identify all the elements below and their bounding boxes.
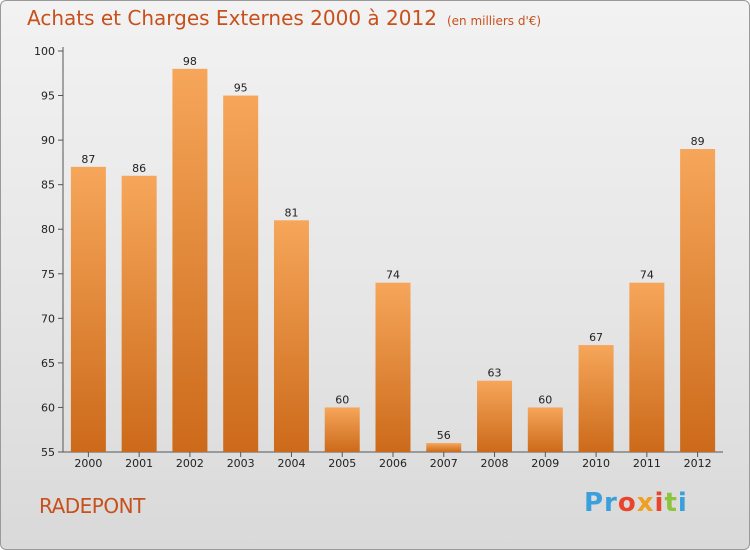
bar-2001 (121, 175, 157, 452)
x-tick-label-2005: 2005 (328, 457, 356, 470)
logo-part-1: Pr (584, 488, 618, 518)
data-label-2010: 67 (589, 331, 603, 344)
bar-2004 (273, 220, 309, 452)
data-label-2006: 74 (386, 269, 400, 282)
x-tick-label-2006: 2006 (379, 457, 407, 470)
x-tick-label-2009: 2009 (531, 457, 559, 470)
bar-2012 (680, 149, 716, 452)
y-tick-label: 70 (41, 312, 55, 325)
bar-2008 (477, 380, 513, 452)
data-label-2001: 86 (132, 162, 146, 175)
data-label-2011: 74 (640, 269, 654, 282)
data-label-2012: 89 (691, 135, 705, 148)
x-tick-label-2011: 2011 (633, 457, 661, 470)
chart-title: Achats et Charges Externes 2000 à 2012 (e… (27, 6, 541, 30)
chart-axes: 55 60 65 70 75 80 85 90 95 100 2000 2001 2002 2003 200… (34, 45, 723, 470)
data-label-2008: 63 (488, 367, 502, 380)
data-label-2003: 95 (234, 82, 248, 95)
x-tick-label-2004: 2004 (277, 457, 305, 470)
x-tick-label-2003: 2003 (227, 457, 255, 470)
bar-2010 (578, 345, 614, 452)
chart-title-text: Achats et Charges Externes 2000 à 2012 (27, 6, 437, 30)
x-tick-label-2008: 2008 (481, 457, 509, 470)
commune-name: RADEPONT (39, 494, 145, 518)
logo-part-5: t (664, 488, 678, 518)
x-tick-label-2001: 2001 (125, 457, 153, 470)
y-tick-label: 85 (41, 179, 55, 192)
bar-2005 (324, 407, 360, 452)
bar-2009 (527, 407, 563, 452)
x-tick-label-2007: 2007 (430, 457, 458, 470)
bar-2011 (629, 282, 665, 452)
data-label-2007: 56 (437, 429, 451, 442)
y-tick-label: 65 (41, 357, 55, 370)
data-label-2005: 60 (335, 393, 349, 406)
bar-2007 (426, 443, 462, 452)
data-label-2002: 98 (183, 55, 197, 68)
logo-part-3: x (636, 488, 655, 518)
bar-2006 (375, 282, 411, 452)
logo-part-2: o (617, 488, 637, 518)
logo-part-6: i (677, 488, 688, 518)
x-tick-label-2012: 2012 (684, 457, 712, 470)
bar-2002 (172, 68, 208, 453)
y-tick-label: 60 (41, 401, 55, 414)
x-tick-label-2000: 2000 (74, 457, 102, 470)
data-label-2004: 81 (284, 206, 298, 219)
y-tick-label: 100 (34, 45, 55, 58)
data-label-2000: 87 (81, 153, 95, 166)
logo-part-4: i (654, 488, 665, 518)
y-tick-label: 90 (41, 134, 55, 147)
y-tick-label: 95 (41, 90, 55, 103)
data-label-2009: 60 (538, 393, 552, 406)
y-tick-label: 75 (41, 268, 55, 281)
proxiti-logo[interactable]: Proxiti (584, 488, 688, 518)
chart-unit-text: (en milliers d'€) (446, 14, 542, 28)
chart-data-labels: 87 86 98 95 81 60 74 56 63 60 67 74 89 (81, 55, 704, 442)
y-tick-label: 80 (41, 223, 55, 236)
x-tick-label-2002: 2002 (176, 457, 204, 470)
bar-2003 (223, 95, 259, 453)
chart-bars (70, 68, 716, 453)
y-tick-label: 55 (41, 446, 55, 459)
x-tick-label-2010: 2010 (582, 457, 610, 470)
bar-2000 (70, 166, 106, 452)
